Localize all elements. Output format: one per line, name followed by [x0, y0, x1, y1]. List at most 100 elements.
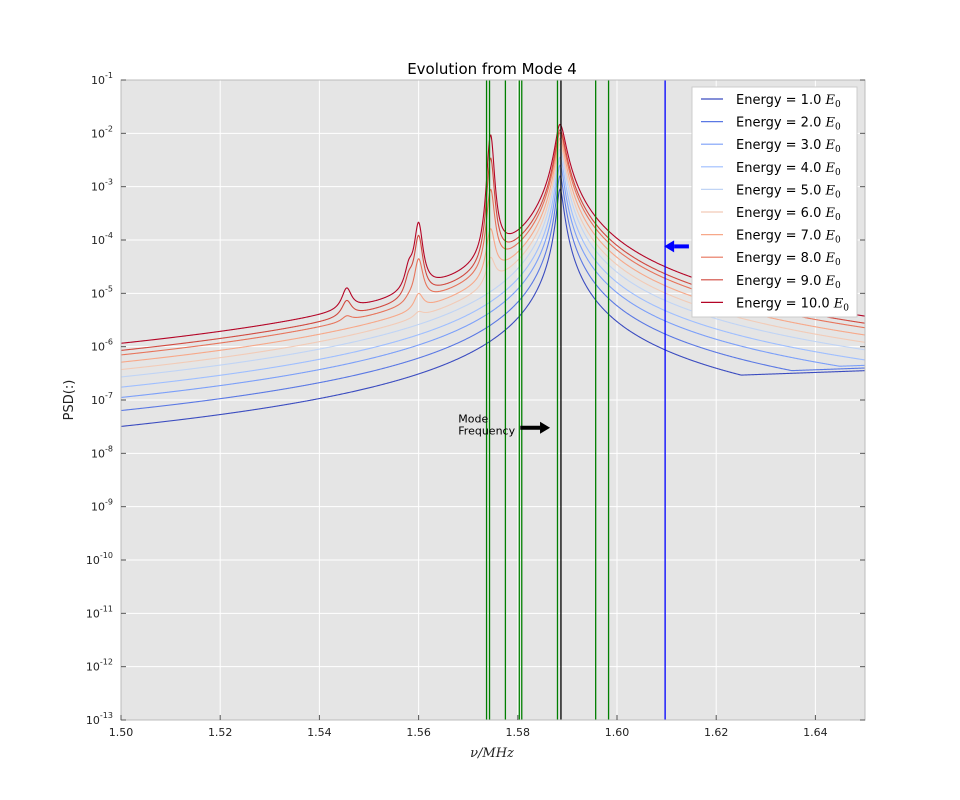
legend-entry: Energy = 5.0 E0 [736, 183, 841, 200]
x-tick-label: 1.50 [109, 726, 134, 739]
legend-box [691, 86, 858, 318]
legend-entry-text: Energy = 10.0 [736, 296, 834, 311]
legend-entry: Energy = 3.0 E0 [736, 138, 841, 155]
legend-entry-subscript: 0 [835, 236, 841, 246]
y-tick-base: 10 [91, 181, 105, 194]
legend-entry: Energy = 9.0 E0 [736, 274, 841, 291]
y-tick-label: 10-12 [86, 658, 113, 674]
legend-entry-text: Energy = 3.0 [736, 138, 825, 153]
legend-entry-text: Energy = 9.0 [736, 274, 825, 289]
y-tick-exponent: -2 [105, 124, 113, 133]
mode-frequency-label-line2: Frequency [458, 425, 515, 438]
y-tick-exponent: -4 [105, 231, 113, 240]
y-tick-label: 10-11 [86, 604, 113, 620]
y-tick-label: 10-4 [91, 231, 113, 247]
legend-entry-text: Energy = 7.0 [736, 229, 825, 244]
legend-entry-symbol: E [824, 206, 835, 221]
y-tick-label: 10-10 [86, 551, 113, 567]
legend-entry-symbol: E [824, 251, 835, 266]
y-tick-exponent: -7 [105, 391, 113, 400]
series-line-energy-2 [120, 175, 866, 412]
legend-entry-subscript: 0 [835, 145, 841, 155]
y-tick-label: 10-6 [91, 338, 113, 354]
legend-entry-subscript: 0 [843, 303, 849, 313]
legend-entry-symbol: E [824, 183, 835, 198]
x-axis-label: ν/MHz [470, 746, 514, 761]
y-tick-exponent: -12 [100, 658, 113, 667]
chart-title: Evolution from Mode 4 [407, 60, 577, 78]
y-axis-ticks: 10-110-210-310-410-510-610-710-810-910-1… [86, 71, 865, 727]
legend-entry-text: Energy = 6.0 [736, 206, 825, 221]
legend-entry: Energy = 8.0 E0 [736, 251, 841, 268]
legend-entry: Energy = 10.0 E0 [736, 296, 849, 313]
legend-entry: Energy = 7.0 E0 [736, 229, 841, 246]
legend-entry-text: Energy = 8.0 [736, 251, 825, 266]
legend-entry: Energy = 1.0 E0 [736, 93, 841, 110]
legend-entry-subscript: 0 [835, 168, 841, 178]
x-tick-label: 1.62 [704, 726, 729, 739]
series-line-energy-6 [120, 143, 866, 371]
y-tick-base: 10 [91, 127, 105, 140]
series-line-energy-3 [120, 164, 866, 398]
y-tick-base: 10 [91, 394, 105, 407]
legend-entry-subscript: 0 [835, 258, 841, 268]
y-tick-base: 10 [91, 447, 105, 460]
legend-entry-symbol: E [824, 116, 835, 131]
x-tick-label: 1.56 [406, 726, 431, 739]
legend-entry: Energy = 4.0 E0 [736, 161, 841, 178]
legend-entry-text: Energy = 4.0 [736, 161, 825, 176]
y-tick-label: 10-2 [91, 124, 113, 140]
legend-entry-text: Energy = 5.0 [736, 183, 825, 198]
y-tick-label: 10-7 [91, 391, 113, 407]
legend-entry-text: Energy = 1.0 [736, 93, 825, 108]
legend-entry-symbol: E [824, 229, 835, 244]
annotations: Mode Frequency [458, 240, 689, 438]
legend-entry-symbol: E [833, 296, 844, 311]
legend-entry-text: Energy = 2.0 [736, 116, 825, 131]
legend-entry-symbol: E [824, 274, 835, 289]
y-tick-base: 10 [86, 607, 100, 620]
y-tick-base: 10 [91, 234, 105, 247]
series-line-energy-4 [120, 156, 866, 388]
legend-entry-subscript: 0 [835, 213, 841, 223]
legend-entry-subscript: 0 [835, 123, 841, 133]
x-tick-label: 1.58 [506, 726, 531, 739]
x-tick-label: 1.52 [208, 726, 233, 739]
legend-entry-symbol: E [824, 161, 835, 176]
y-tick-label: 10-9 [91, 498, 113, 514]
y-tick-base: 10 [91, 341, 105, 354]
mode-frequency-arrow-head [540, 421, 551, 434]
legend-entry: Energy = 6.0 E0 [736, 206, 841, 223]
x-tick-label: 1.60 [605, 726, 630, 739]
legend-entry-subscript: 0 [835, 100, 841, 110]
y-tick-exponent: -8 [105, 444, 113, 453]
y-tick-exponent: -3 [105, 178, 113, 187]
y-tick-base: 10 [91, 287, 105, 300]
vertical-reference-lines [485, 80, 666, 720]
y-tick-exponent: -1 [105, 71, 113, 80]
y-tick-label: 10-3 [91, 178, 113, 194]
y-axis-label: PSD(:) [62, 380, 77, 421]
y-tick-exponent: -5 [105, 284, 113, 293]
blue-arrow-head [664, 240, 675, 253]
series-lines [120, 123, 866, 427]
y-tick-label: 10-13 [86, 711, 113, 727]
series-line-energy-1 [120, 188, 866, 427]
y-tick-base: 10 [86, 661, 100, 674]
series-line-energy-5 [120, 148, 866, 378]
y-tick-label: 10-5 [91, 284, 113, 300]
legend-entry-symbol: E [824, 138, 835, 153]
legend-entry-subscript: 0 [835, 190, 841, 200]
x-tick-label: 1.64 [803, 726, 828, 739]
y-tick-exponent: -9 [105, 498, 113, 507]
y-tick-label: 10-1 [91, 71, 113, 87]
legend-entry-subscript: 0 [835, 281, 841, 291]
y-tick-exponent: -13 [100, 711, 113, 720]
x-tick-label: 1.54 [307, 726, 332, 739]
y-tick-exponent: -6 [105, 338, 113, 347]
legend-entry: Energy = 2.0 E0 [736, 116, 841, 133]
legend-entry-symbol: E [824, 93, 835, 108]
